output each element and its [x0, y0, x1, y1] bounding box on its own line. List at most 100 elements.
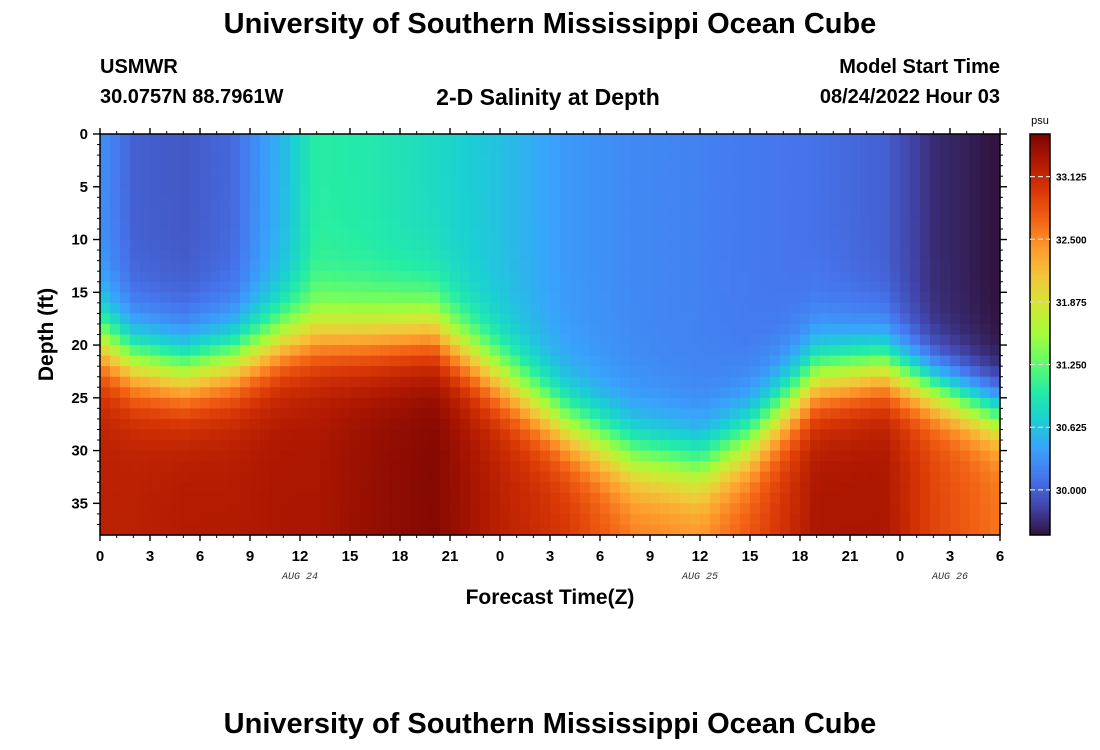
heatmap-cell	[260, 450, 271, 462]
heatmap-cell	[610, 228, 621, 241]
heatmap-cell	[250, 524, 261, 536]
heatmap-cell	[980, 355, 991, 367]
heatmap-cell	[440, 239, 451, 251]
heatmap-cell	[790, 250, 801, 262]
heatmap-cell	[810, 345, 821, 357]
heatmap-cell	[910, 155, 921, 167]
heatmap-cell	[520, 408, 531, 420]
heatmap-cell	[180, 186, 191, 198]
heatmap-cell	[190, 376, 201, 388]
heatmap-cell	[940, 144, 951, 156]
heatmap-cell	[820, 302, 831, 314]
heatmap-cell	[570, 471, 581, 483]
heatmap-cell	[380, 313, 391, 325]
heatmap-cell	[920, 228, 931, 241]
heatmap-cell	[760, 207, 771, 220]
heatmap-cell	[680, 366, 691, 378]
heatmap-cell	[590, 323, 601, 336]
heatmap-cell	[650, 440, 661, 452]
heatmap-cell	[970, 471, 981, 483]
heatmap-cell	[730, 313, 741, 325]
heatmap-cell	[360, 218, 371, 230]
heatmap-cell	[310, 461, 321, 473]
heatmap-cell	[260, 292, 271, 304]
heatmap-cell	[830, 207, 841, 220]
heatmap-cell	[160, 524, 171, 536]
heatmap-cell	[550, 302, 561, 314]
heatmap-cell	[700, 503, 711, 515]
heatmap-cell	[780, 408, 791, 420]
heatmap-cell	[750, 144, 761, 156]
heatmap-cell	[900, 260, 911, 272]
x-tick-label: 9	[246, 548, 254, 565]
heatmap-cell	[220, 482, 231, 494]
heatmap-cell	[510, 461, 521, 473]
heatmap-cell	[860, 228, 871, 241]
heatmap-cell	[850, 408, 861, 420]
heatmap-cell	[810, 513, 821, 526]
heatmap-cell	[140, 440, 151, 452]
heatmap-cell	[300, 440, 311, 452]
heatmap-cell	[660, 471, 671, 483]
heatmap-cell	[190, 271, 201, 283]
heatmap-cell	[120, 186, 131, 198]
heatmap-cell	[550, 513, 561, 526]
heatmap-cell	[700, 165, 711, 177]
heatmap-cell	[440, 165, 451, 177]
heatmap-cell	[310, 429, 321, 441]
heatmap-cell	[820, 134, 831, 146]
heatmap-cell	[690, 429, 701, 441]
heatmap-cell	[580, 302, 591, 314]
heatmap-cell	[370, 186, 381, 198]
heatmap-cell	[480, 271, 491, 283]
heatmap-cell	[590, 207, 601, 220]
heatmap-cell	[270, 492, 281, 504]
heatmap-cell	[150, 260, 161, 272]
heatmap-cell	[480, 228, 491, 241]
heatmap-cell	[460, 281, 471, 293]
heatmap-cell	[390, 207, 401, 220]
heatmap-cell	[640, 228, 651, 241]
heatmap-cell	[620, 418, 631, 431]
heatmap-cell	[520, 176, 531, 188]
heatmap-cell	[870, 302, 881, 314]
heatmap-cell	[770, 471, 781, 483]
heatmap-cell	[750, 503, 761, 515]
heatmap-cell	[880, 408, 891, 420]
heatmap-cell	[730, 461, 741, 473]
heatmap-cell	[720, 134, 731, 146]
heatmap-cell	[330, 503, 341, 515]
heatmap-cell	[520, 134, 531, 146]
heatmap-cell	[420, 197, 431, 209]
heatmap-cell	[970, 366, 981, 378]
heatmap-cell	[420, 281, 431, 293]
heatmap-cell	[770, 461, 781, 473]
heatmap-cell	[820, 218, 831, 230]
heatmap-cell	[980, 250, 991, 262]
heatmap-cell	[900, 292, 911, 304]
heatmap-cell	[660, 418, 671, 431]
heatmap-cell	[520, 260, 531, 272]
heatmap-cell	[240, 461, 251, 473]
heatmap-cell	[490, 429, 501, 441]
heatmap-cell	[830, 366, 841, 378]
heatmap-cell	[330, 302, 341, 314]
heatmap-cell	[230, 176, 241, 188]
heatmap-cell	[510, 408, 521, 420]
heatmap-cell	[520, 450, 531, 462]
heatmap-cell	[830, 302, 841, 314]
heatmap-cell	[640, 513, 651, 526]
heatmap-cell	[280, 345, 291, 357]
heatmap-cell	[410, 471, 421, 483]
heatmap-cell	[680, 218, 691, 230]
heatmap-cell	[680, 461, 691, 473]
heatmap-cell	[210, 429, 221, 441]
heatmap-cell	[180, 207, 191, 220]
heatmap-cell	[920, 218, 931, 230]
heatmap-cell	[220, 239, 231, 251]
heatmap-cell	[120, 366, 131, 378]
heatmap-cell	[360, 239, 371, 251]
heatmap-cell	[410, 461, 421, 473]
heatmap-cell	[330, 524, 341, 536]
heatmap-cell	[630, 228, 641, 241]
